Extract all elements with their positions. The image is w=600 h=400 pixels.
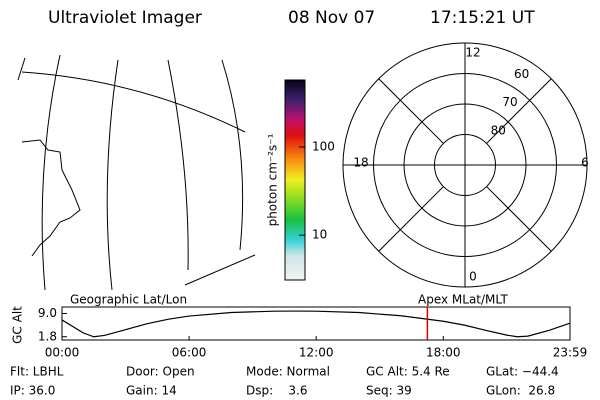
polar-spoke: [378, 186, 444, 252]
info-field: IP: 36.0: [10, 384, 55, 398]
info-field: Door: Open: [126, 365, 195, 379]
colorbar-label: photon cm⁻²s⁻¹: [266, 133, 280, 226]
info-field: GLat: −44.4: [486, 365, 559, 379]
title: Ultraviolet Imager: [48, 8, 202, 28]
x-tick-label: 12:00: [299, 346, 334, 360]
info-field: GC Alt: 5.4 Re: [366, 365, 450, 379]
polar-ring: [403, 103, 527, 227]
polar-ring-label: 80: [491, 123, 506, 137]
colorbar-tick-label: 100: [312, 139, 335, 153]
info-field: Dsp: 3.6: [246, 384, 308, 398]
polar-ring: [373, 73, 557, 257]
y-tick-label: 1.8: [38, 329, 57, 343]
info-field: Mode: Normal: [246, 365, 330, 379]
polar-spoke: [486, 186, 552, 252]
right-label: Apex MLat/MLT: [418, 293, 508, 307]
info-field: GLon: 26.8: [486, 384, 555, 398]
polar-hour-label: 18: [353, 156, 368, 170]
polar-hour-label: 12: [465, 46, 480, 60]
info-field: Gain: 14: [126, 384, 177, 398]
time: 17:15:21 UT: [430, 8, 535, 28]
polar-spoke: [486, 78, 552, 144]
info-field: Seq: 39: [366, 384, 412, 398]
y-axis-label: GC Alt: [11, 306, 25, 344]
x-tick-label: 18:00: [426, 346, 461, 360]
colorbar: [284, 79, 306, 281]
polar-ring: [434, 134, 496, 196]
x-tick-label: 23:59: [553, 346, 588, 360]
date: 08 Nov 07: [288, 8, 375, 28]
polar-hour-label: 6: [581, 156, 589, 170]
polar-hour-label: 0: [469, 270, 477, 284]
polar-spoke: [378, 78, 444, 144]
polar-ring-label: 70: [502, 95, 517, 109]
plot-frame: [61, 306, 571, 341]
map: [17, 54, 256, 291]
x-tick-label: 06:00: [172, 346, 207, 360]
info-field: Flt: LBHL: [10, 365, 64, 379]
left-label: Geographic Lat/Lon: [70, 293, 187, 307]
polar-ring-label: 60: [514, 67, 529, 81]
colorbar-tick-label: 10: [312, 228, 327, 242]
x-tick-label: 00:00: [45, 346, 80, 360]
y-tick-label: 9.0: [38, 306, 57, 320]
alt-line: [61, 310, 571, 338]
